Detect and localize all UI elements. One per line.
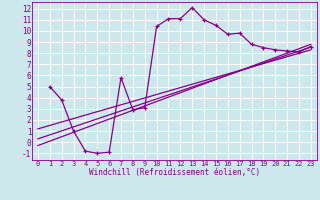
X-axis label: Windchill (Refroidissement éolien,°C): Windchill (Refroidissement éolien,°C) bbox=[89, 168, 260, 177]
